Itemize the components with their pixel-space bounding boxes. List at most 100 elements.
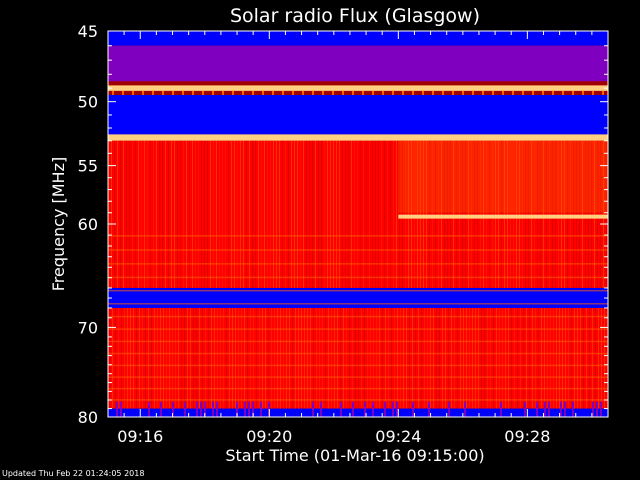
stripe bbox=[577, 307, 578, 409]
stripe bbox=[498, 140, 499, 288]
stripe bbox=[159, 140, 160, 288]
stripe bbox=[169, 307, 170, 409]
stripe bbox=[108, 289, 608, 292]
stripe bbox=[264, 140, 265, 288]
stripe bbox=[214, 307, 215, 409]
stripe bbox=[246, 140, 247, 288]
stripe bbox=[122, 90, 124, 95]
stripe bbox=[240, 140, 241, 288]
stripe bbox=[366, 140, 367, 288]
stripe bbox=[358, 307, 359, 409]
stripe bbox=[384, 140, 385, 288]
stripe bbox=[322, 90, 324, 95]
stripe bbox=[382, 307, 383, 409]
stripe bbox=[448, 401, 450, 417]
stripe bbox=[324, 140, 325, 288]
stripe bbox=[294, 140, 295, 288]
x-tick-label: 09:24 bbox=[375, 427, 421, 446]
stripe bbox=[540, 140, 541, 288]
stripe bbox=[362, 90, 364, 95]
stripe bbox=[565, 307, 566, 409]
stripe bbox=[321, 140, 322, 288]
stripe bbox=[442, 90, 444, 95]
stripe bbox=[295, 307, 296, 409]
stripe bbox=[432, 90, 434, 95]
stripe bbox=[333, 140, 334, 288]
stripe bbox=[601, 307, 602, 409]
stripe bbox=[148, 307, 149, 409]
band-0 bbox=[108, 31, 608, 46]
stripe bbox=[241, 307, 242, 409]
stripe bbox=[199, 307, 200, 409]
stripe bbox=[247, 307, 248, 409]
stripe bbox=[597, 140, 598, 288]
stripe bbox=[252, 401, 254, 417]
stripe bbox=[319, 307, 320, 409]
stripe bbox=[132, 90, 134, 95]
stripe bbox=[423, 140, 424, 288]
stripe bbox=[579, 140, 580, 288]
stripe bbox=[225, 140, 226, 288]
stripe bbox=[157, 307, 158, 409]
stripe bbox=[144, 140, 145, 288]
stripe bbox=[547, 307, 548, 409]
stripe bbox=[298, 307, 299, 409]
stripe bbox=[109, 307, 110, 409]
stripe bbox=[202, 307, 203, 409]
stripe bbox=[370, 307, 371, 409]
stripe bbox=[303, 140, 304, 288]
stripe bbox=[459, 140, 460, 288]
stripe bbox=[466, 307, 467, 409]
stripe bbox=[435, 140, 436, 288]
stripe bbox=[594, 140, 595, 288]
stripe bbox=[457, 307, 458, 409]
stripe bbox=[492, 140, 493, 288]
stripe bbox=[135, 140, 136, 288]
spectrogram-stripes bbox=[108, 90, 608, 417]
stripe bbox=[166, 307, 167, 409]
stripe bbox=[325, 307, 326, 409]
stripe bbox=[376, 307, 377, 409]
stripe bbox=[464, 401, 466, 417]
stripe bbox=[472, 307, 473, 409]
stripe bbox=[433, 307, 434, 409]
stripe bbox=[217, 307, 218, 409]
stripe bbox=[162, 140, 163, 288]
stripe bbox=[532, 307, 533, 409]
stripe bbox=[402, 90, 404, 95]
stripe bbox=[438, 140, 439, 288]
stripe bbox=[285, 140, 286, 288]
stripe bbox=[160, 401, 162, 417]
stripe bbox=[267, 140, 268, 288]
stripe bbox=[603, 140, 604, 288]
stripe bbox=[352, 401, 354, 417]
band-4 bbox=[108, 134, 608, 141]
chart-title: Solar radio Flux (Glasgow) bbox=[230, 5, 480, 27]
band-2 bbox=[108, 85, 608, 91]
stripe bbox=[112, 307, 113, 409]
stripe bbox=[392, 401, 394, 417]
stripe bbox=[525, 140, 526, 288]
stripe bbox=[508, 307, 509, 409]
stripe bbox=[187, 307, 188, 409]
stripe bbox=[108, 399, 608, 401]
spectrogram-image bbox=[108, 31, 608, 417]
stripe bbox=[260, 401, 262, 417]
stripe bbox=[484, 307, 485, 409]
stripe bbox=[394, 307, 395, 409]
stripe bbox=[271, 307, 272, 409]
stripe bbox=[354, 140, 355, 288]
stripe bbox=[465, 140, 466, 288]
stripe bbox=[345, 140, 346, 288]
stripe bbox=[174, 140, 175, 288]
stripe bbox=[544, 307, 545, 409]
stripe bbox=[486, 140, 487, 288]
stripe bbox=[397, 307, 398, 409]
stripe bbox=[342, 90, 344, 95]
stripe bbox=[535, 307, 536, 409]
stripe bbox=[357, 140, 358, 288]
stripe bbox=[560, 401, 562, 417]
stripe bbox=[522, 140, 523, 288]
stripe bbox=[387, 140, 388, 288]
